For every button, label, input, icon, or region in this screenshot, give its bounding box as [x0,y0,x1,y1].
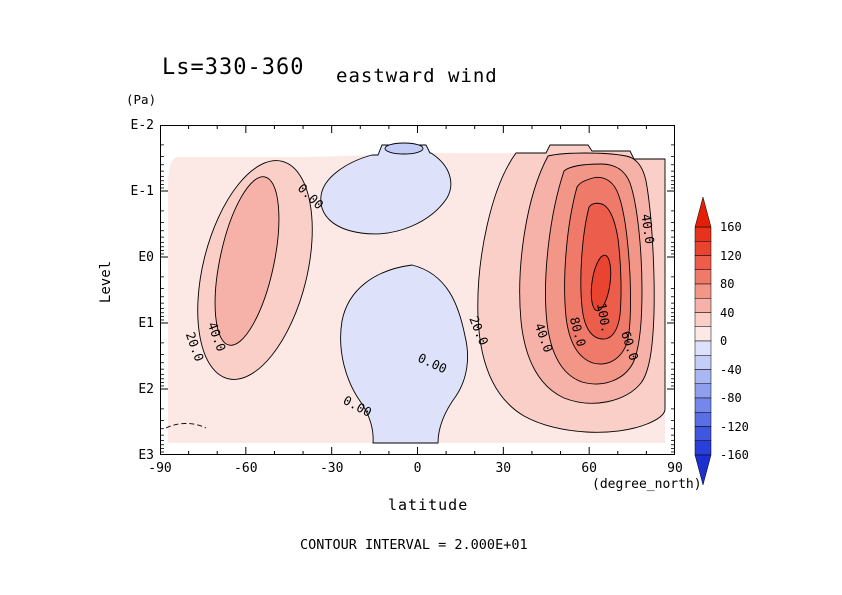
y-tick-label: E-2 [104,118,154,133]
x-tick-label: -30 [320,461,343,476]
colorbar-segment [695,327,711,341]
y-tick-label: E3 [104,448,154,463]
colorbar-segment [695,298,711,312]
colorbar-tick-label: 40 [720,306,734,320]
x-tick-label: 90 [667,461,683,476]
contour-fills [166,143,665,443]
x-tick-label: 60 [581,461,597,476]
y-tick-label: E1 [104,316,154,331]
colorbar-segment [695,241,711,255]
colorbar-segment [695,441,711,455]
x-tick-label: 30 [495,461,511,476]
contour-fill-westward-top-core [385,143,423,154]
colorbar [690,190,722,500]
y-axis-unit: (Pa) [126,92,156,107]
colorbar-tick-label: 120 [720,249,742,263]
colorbar-tick-label: 160 [720,220,742,234]
colorbar-segment [695,256,711,270]
colorbar-segment [695,427,711,441]
contour-plot: 0.00 40.0 20.0 40.0 20.0 40.0 80.0 100. … [160,125,675,455]
colorbar-tick-label: 80 [720,277,734,291]
colorbar-segment [695,270,711,284]
x-tick-label: -90 [148,461,171,476]
colorbar-segment [695,384,711,398]
colorbar-tick-label: -120 [720,420,749,434]
colorbar-arrow-top [695,197,711,227]
colorbar-segment [695,284,711,298]
y-tick-label: E-1 [104,184,154,199]
colorbar-segment [695,341,711,355]
y-tick-label: E0 [104,250,154,265]
colorbar-tick-label: -160 [720,448,749,462]
contour-interval-note: CONTOUR INTERVAL = 2.000E+01 [300,537,528,553]
x-tick-label: -60 [234,461,257,476]
title-variable: eastward wind [336,65,498,87]
x-axis-unit: (degree_north) [592,477,702,492]
title-ls: Ls=330-360 [162,55,304,80]
colorbar-segment [695,355,711,369]
figure-canvas: Ls=330-360 eastward wind (Pa) Level E-2 … [0,0,842,595]
x-axis-title: latitude [388,496,468,514]
colorbar-tick-label: -80 [720,391,742,405]
colorbar-segment [695,370,711,384]
colorbar-segment [695,398,711,412]
colorbar-tick-label: 0 [720,334,727,348]
colorbar-segment [695,227,711,241]
colorbar-arrow-bottom [695,455,711,485]
x-tick-label: 0 [414,461,422,476]
colorbar-segment [695,313,711,327]
colorbar-segment [695,412,711,426]
y-tick-label: E2 [104,382,154,397]
colorbar-tick-label: -40 [720,363,742,377]
